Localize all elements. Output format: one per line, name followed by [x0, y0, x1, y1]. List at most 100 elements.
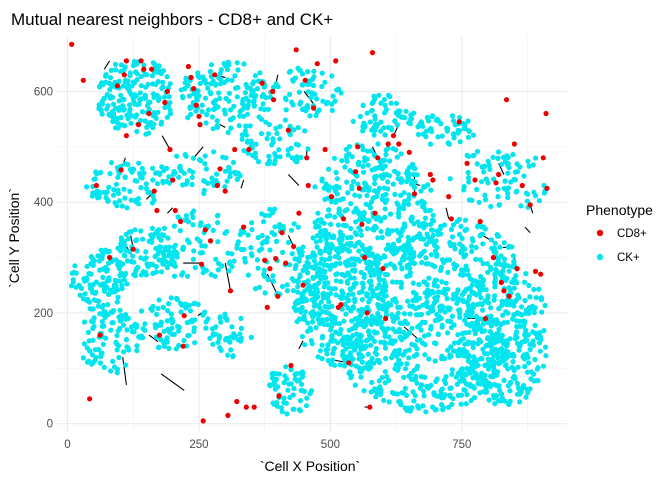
ck-point: [495, 256, 501, 262]
ck-point: [386, 173, 393, 179]
ck-point: [370, 292, 376, 298]
ck-point: [215, 267, 221, 273]
ck-point: [468, 397, 474, 404]
ck-point: [394, 122, 400, 128]
ck-point: [523, 394, 529, 400]
ck-point: [391, 168, 398, 174]
ck-point: [414, 351, 420, 357]
ck-point: [107, 75, 114, 81]
ck-point: [158, 269, 164, 275]
ck-point: [430, 232, 436, 238]
ck-point: [320, 309, 326, 315]
ck-point: [367, 205, 374, 211]
ck-point: [271, 161, 277, 167]
ck-point: [290, 288, 297, 294]
ck-point: [395, 310, 401, 316]
ck-point: [96, 258, 102, 264]
ck-point: [345, 341, 351, 347]
ck-point: [310, 297, 316, 303]
ck-point: [406, 171, 413, 178]
ck-point: [462, 317, 468, 323]
ck-point: [485, 269, 491, 275]
ck-point: [476, 279, 482, 285]
ck-point: [164, 178, 170, 184]
ck-point: [482, 328, 488, 334]
ck-point: [160, 178, 166, 184]
ck-point: [182, 152, 188, 158]
ck-point: [159, 164, 165, 170]
ck-point: [328, 327, 334, 333]
ck-point: [73, 270, 79, 276]
cd8-point: [333, 58, 339, 64]
ck-point: [120, 261, 126, 267]
ck-point: [487, 343, 493, 349]
ck-point: [340, 338, 346, 344]
ck-point: [128, 91, 134, 97]
ck-point: [313, 112, 319, 119]
ck-point: [364, 110, 370, 116]
ck-point: [153, 81, 159, 87]
ck-point: [451, 242, 457, 248]
ck-point: [353, 231, 359, 237]
chart-title: Mutual nearest neighbors - CD8+ and CK+: [11, 10, 333, 29]
ck-point: [234, 94, 240, 100]
ck-point: [283, 364, 289, 370]
ck-point: [469, 364, 475, 370]
ck-point: [428, 227, 435, 233]
ck-point: [348, 201, 354, 207]
x-tick-label: 750: [452, 439, 471, 451]
ck-point: [543, 353, 549, 359]
ck-point: [154, 92, 160, 98]
ck-point: [263, 119, 269, 125]
cd8-point: [538, 271, 544, 277]
ck-point: [435, 231, 441, 237]
cd8-point: [241, 224, 247, 230]
ck-point: [302, 309, 309, 315]
ck-point: [302, 128, 308, 134]
ck-point: [459, 366, 465, 372]
ck-point: [199, 109, 205, 115]
ck-point: [421, 184, 427, 190]
cd8-point: [448, 216, 454, 222]
ck-point: [297, 316, 303, 322]
ck-point: [134, 248, 140, 254]
pair-line: [103, 60, 111, 70]
ck-point: [423, 134, 429, 140]
ck-point: [133, 69, 139, 75]
ck-point: [312, 291, 318, 297]
ck-point: [403, 108, 409, 114]
ck-point: [119, 203, 125, 209]
ck-point: [115, 294, 121, 300]
ck-point: [353, 325, 359, 331]
ck-point: [277, 154, 283, 160]
ck-point: [409, 325, 415, 331]
ck-point: [244, 139, 250, 145]
ck-point: [340, 342, 346, 348]
cd8-point: [464, 160, 470, 166]
ck-point: [363, 338, 369, 344]
ck-point: [352, 382, 358, 388]
ck-point: [450, 118, 457, 124]
ck-point: [348, 308, 354, 314]
ck-point: [361, 169, 367, 175]
ck-point: [345, 190, 351, 196]
ck-point: [164, 318, 170, 324]
ck-point: [437, 225, 443, 232]
ck-point: [355, 181, 361, 187]
ck-point: [180, 95, 186, 101]
ck-point: [224, 67, 231, 73]
ck-point: [153, 170, 159, 176]
ck-point: [491, 176, 497, 182]
ck-point: [226, 164, 232, 170]
ck-point: [304, 259, 310, 265]
ck-point: [447, 176, 453, 182]
ck-point: [292, 256, 298, 262]
cd8-point: [372, 210, 378, 216]
ck-point: [141, 62, 147, 68]
ck-point: [275, 384, 281, 390]
ck-point: [127, 102, 133, 108]
ck-point: [416, 295, 423, 301]
ck-point: [333, 199, 339, 205]
ck-point: [412, 392, 418, 399]
ck-point: [491, 367, 497, 373]
